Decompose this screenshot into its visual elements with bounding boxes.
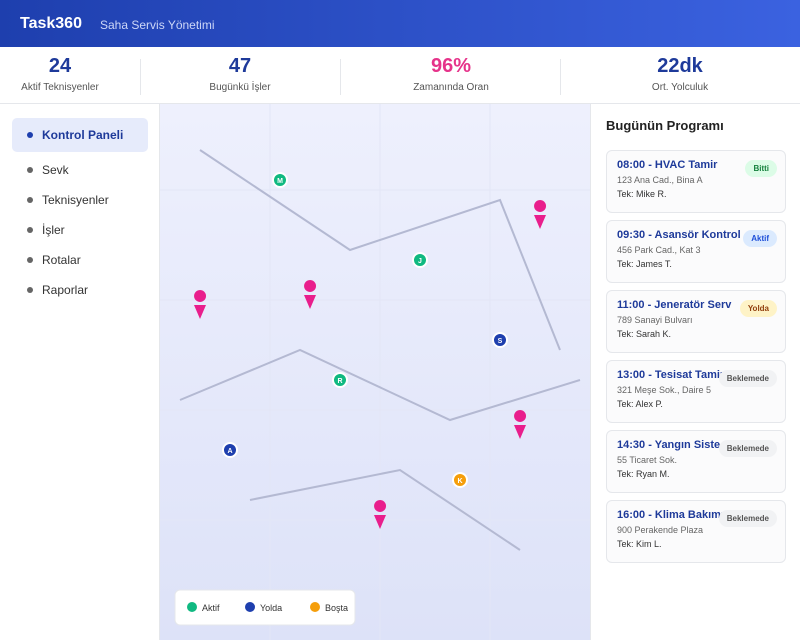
legend-swatch [245,602,255,612]
technician-marker[interactable] [492,332,508,348]
technician-marker[interactable] [412,252,428,268]
stat-item: 24 Aktif Teknisyenler [0,47,145,104]
marker-label: R [337,378,342,385]
divider [340,59,341,95]
job-technician: Tek: Alex P. [617,399,663,409]
job-technician: Tek: Kim L. [617,539,662,549]
job-card[interactable]: 08:00 - HVAC Tamir 123 Ana Cad., Bina A Te… [606,150,786,213]
map: M J S R A K Aktif Yolda Boşta [160,104,590,640]
nav-item[interactable]: Rotalar [12,243,148,277]
status-badge: Aktif [743,230,777,247]
sidebar: Kontrol Paneli Sevk Teknisyenler İşler Rotal… [0,104,160,640]
status-badge: Yolda [739,300,777,317]
technician-marker[interactable] [452,472,468,488]
stat-label: Ort. Yolculuk [651,82,709,93]
stat-value: 22dk [657,55,703,77]
job-technician: Tek: Sarah K. [617,329,672,339]
job-technician: Tek: Ryan M. [617,469,670,479]
status-badge: Beklemede [718,440,777,457]
nav-item[interactable]: İşler [12,213,148,247]
stat-value: 47 [228,55,252,77]
legend-swatch [187,602,197,612]
app-subtitle: Saha Servis Yönetimi [100,18,215,32]
job-address: 55 Ticaret Sok. [617,455,678,465]
job-title: 11:00 - Jeneratör Serv [617,299,732,311]
marker-label: A [227,448,232,455]
schedule-title: Bugünün Programı [606,118,724,133]
marker-label: S [498,338,503,345]
divider [560,59,561,95]
status-badge: Bitti [745,160,777,177]
technician-marker[interactable] [272,172,288,188]
marker-label: K [457,478,462,485]
header: Task360 Saha Servis Yönetimi [0,0,800,47]
map-legend [174,589,356,626]
marker-label: J [418,258,422,265]
schedule-panel: Bugünün Programı 08:00 - HVAC Tamir 123 A… [590,104,800,640]
nav-item[interactable]: Raporlar [12,273,148,307]
stat-item: 96% Zamanında Oran [366,47,536,104]
divider [140,59,141,95]
job-card[interactable]: 09:30 - Asansör Kontrol 456 Park Cad., Ka… [606,220,786,283]
marker-label: M [277,178,283,185]
app-title: Task360 [20,15,82,32]
job-address: 900 Perakende Plaza [617,525,704,535]
job-title: 08:00 - HVAC Tamir [617,159,718,171]
status-badge: Beklemede [718,510,777,527]
job-address: 456 Park Cad., Kat 3 [617,245,701,255]
job-title: 09:30 - Asansör Kontrol [617,229,741,241]
stat-item: 22dk Ort. Yolculuk [595,47,765,104]
legend-label: Boşta [325,603,348,613]
job-title: 13:00 - Tesisat Tamir [617,369,725,381]
job-address: 321 Meşe Sok., Daire 5 [617,385,712,395]
job-card[interactable]: 16:00 - Klima Bakımı 900 Perakende Plaza T… [606,500,786,563]
nav-item[interactable]: Sevk [12,153,148,187]
stat-value: 24 [48,55,72,77]
legend-swatch [310,602,320,612]
job-technician: Tek: James T. [617,259,672,269]
job-card[interactable]: 11:00 - Jeneratör Serv 789 Sanayi Bulvarı… [606,290,786,353]
stat-value: 96% [430,55,472,77]
job-address: 789 Sanayi Bulvarı [617,315,693,325]
legend-label: Aktif [202,603,220,613]
job-title: 16:00 - Klima Bakımı [617,509,724,521]
stat-item: 47 Bugünkü İşler [155,47,325,104]
job-address: 123 Ana Cad., Bina A [617,175,703,185]
technician-marker[interactable] [222,442,238,458]
nav-item[interactable]: Kontrol Paneli [12,118,148,152]
job-card[interactable]: 13:00 - Tesisat Tamir 321 Meşe Sok., Dair… [606,360,786,423]
technician-marker[interactable] [332,372,348,388]
stat-label: Zamanında Oran [413,82,489,93]
stat-label: Bugünkü İşler [209,82,271,93]
job-technician: Tek: Mike R. [617,189,667,199]
status-badge: Beklemede [718,370,777,387]
job-title: 14:30 - Yangın Siste [617,439,721,451]
stat-label: Aktif Teknisyenler [21,82,99,93]
stats-bar: 24 Aktif Teknisyenler 47 Bugünkü İşler 96% Za… [0,47,800,104]
legend-label: Yolda [260,603,282,613]
nav-item[interactable]: Teknisyenler [12,183,148,217]
job-card[interactable]: 14:30 - Yangın Siste 55 Ticaret Sok. Tek: … [606,430,786,493]
